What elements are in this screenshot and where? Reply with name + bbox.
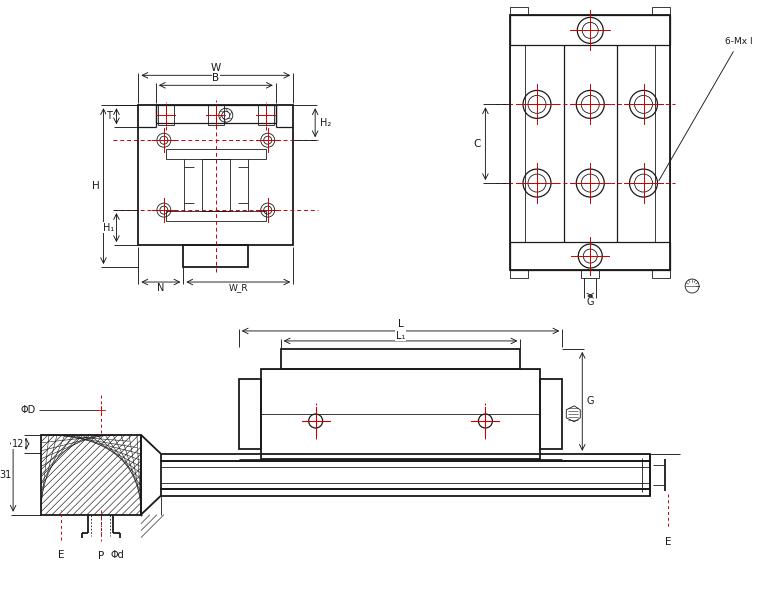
Bar	[511, 242, 670, 270]
Bar	[161, 461, 650, 489]
Bar	[511, 15, 670, 45]
Bar	[166, 149, 266, 159]
Bar	[652, 270, 670, 278]
Text: H₁: H₁	[103, 222, 114, 232]
Bar	[261, 369, 541, 459]
Text: H₂: H₂	[320, 118, 331, 128]
Bar	[208, 105, 224, 125]
Text: C: C	[474, 139, 481, 149]
Text: W_R: W_R	[229, 284, 248, 293]
Bar	[161, 489, 650, 496]
Bar	[652, 8, 670, 15]
Text: Φd: Φd	[111, 550, 125, 560]
Text: 31: 31	[0, 470, 12, 480]
Text: 12: 12	[12, 439, 25, 449]
Text: L₁: L₁	[396, 331, 405, 341]
Bar	[156, 105, 276, 123]
Text: E: E	[665, 537, 671, 547]
Bar	[511, 270, 528, 278]
Bar	[511, 45, 525, 242]
Bar	[511, 8, 528, 15]
Bar	[161, 454, 650, 461]
Text: G: G	[587, 396, 594, 407]
Bar	[41, 435, 141, 514]
Text: ΦD: ΦD	[21, 405, 36, 415]
Bar	[166, 211, 266, 221]
Text: H: H	[92, 181, 99, 191]
Text: W: W	[211, 63, 221, 73]
Text: B: B	[213, 73, 219, 83]
Text: L: L	[397, 319, 403, 329]
Bar	[158, 105, 174, 125]
Bar	[239, 379, 261, 449]
Text: G: G	[587, 297, 594, 307]
Bar	[541, 379, 562, 449]
Text: T: T	[106, 112, 112, 122]
Bar	[139, 105, 293, 245]
Bar	[183, 245, 248, 267]
Text: E: E	[58, 550, 64, 560]
Bar	[581, 270, 599, 278]
Text: N: N	[157, 283, 165, 293]
Bar	[258, 105, 273, 125]
Text: P: P	[98, 550, 104, 560]
Text: 6-Mx l: 6-Mx l	[659, 37, 753, 181]
Bar	[281, 349, 521, 369]
Bar	[655, 45, 670, 242]
Bar	[511, 15, 670, 270]
Bar	[202, 159, 229, 211]
